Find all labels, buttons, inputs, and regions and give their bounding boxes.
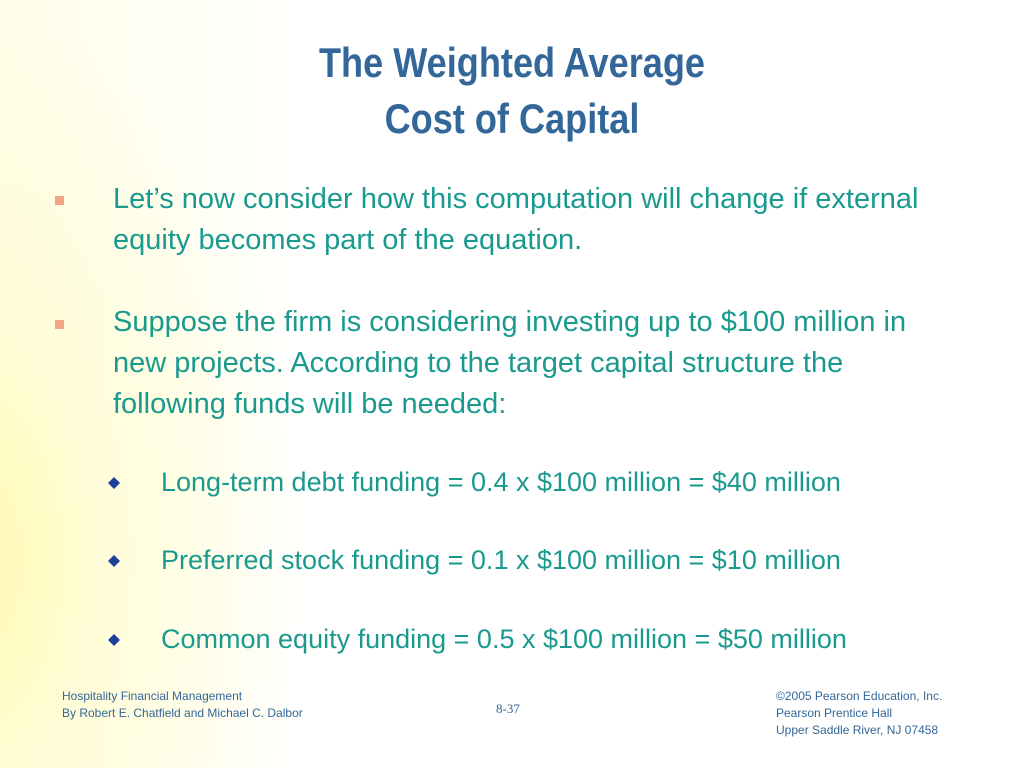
footer-location: Upper Saddle River, NJ 07458 bbox=[776, 723, 939, 737]
sub-bullet-debt-funding: Long-term debt funding = 0.4 x $100 mill… bbox=[161, 467, 841, 497]
diamond-bullet-icon bbox=[108, 477, 120, 489]
diamond-bullet-icon bbox=[108, 634, 120, 646]
diamond-bullet-icon bbox=[108, 555, 120, 567]
footer-left: Hospitality Financial Management By Robe… bbox=[62, 688, 303, 722]
bullet-text-2: Suppose the firm is considering investin… bbox=[113, 306, 907, 420]
footer-book-title: Hospitality Financial Management bbox=[62, 689, 243, 703]
bullet-text-1: Let’s now consider how this computation … bbox=[113, 183, 919, 256]
slide-title-line-1: The Weighted Average bbox=[318, 39, 706, 86]
sub-bullet-preferred-funding: Preferred stock funding = 0.1 x $100 mil… bbox=[161, 545, 841, 575]
slide-number: 8-37 bbox=[496, 701, 520, 716]
footer-copyright: ©2005 Pearson Education, Inc. bbox=[776, 689, 943, 703]
square-bullet-icon bbox=[55, 320, 64, 329]
square-bullet-icon bbox=[55, 196, 64, 205]
footer-authors: By Robert E. Chatfield and Michael C. Da… bbox=[62, 706, 303, 720]
footer-right: ©2005 Pearson Education, Inc. Pearson Pr… bbox=[776, 688, 942, 739]
slide-title-line-2: Cost of Capital bbox=[384, 95, 640, 142]
footer-publisher: Pearson Prentice Hall bbox=[776, 706, 893, 720]
sub-bullet-common-equity-funding: Common equity funding = 0.5 x $100 milli… bbox=[161, 624, 847, 654]
